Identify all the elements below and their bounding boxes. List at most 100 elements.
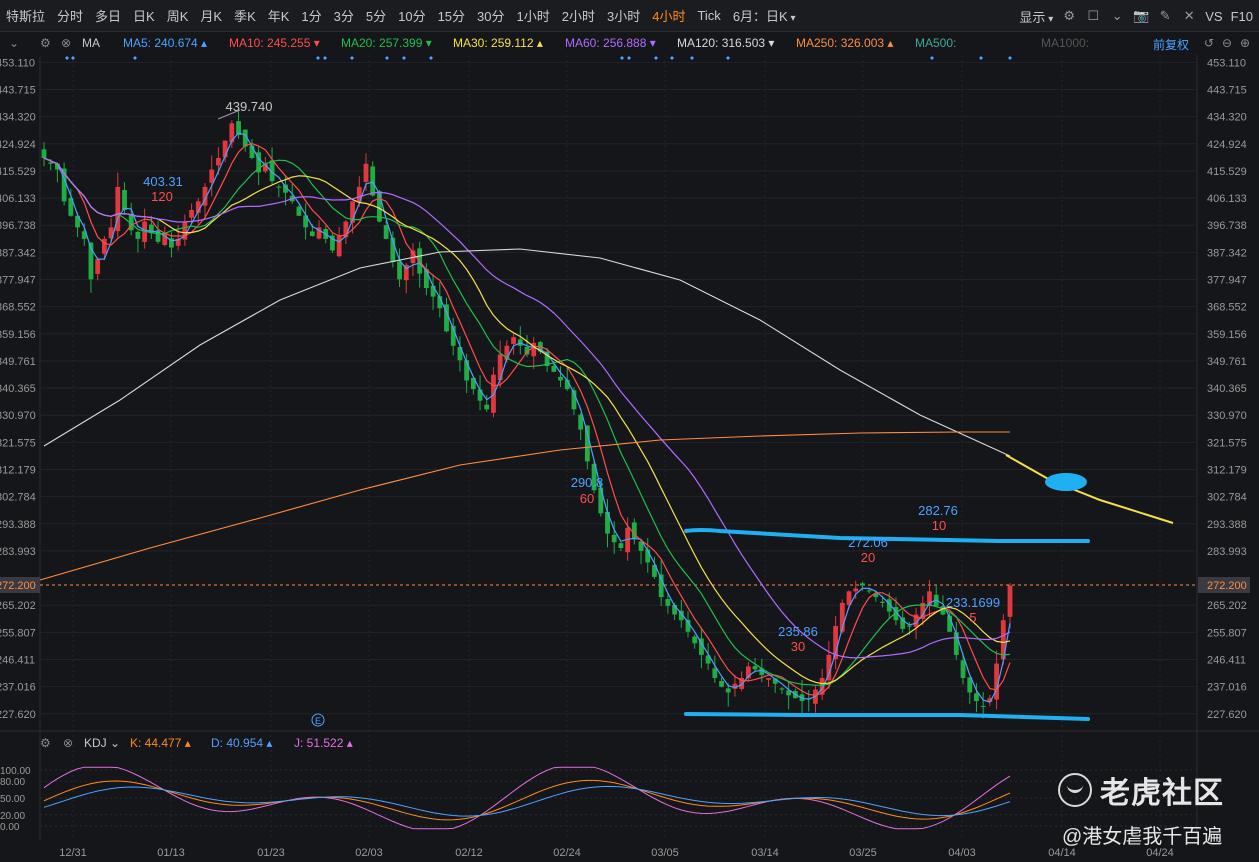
ma120-line (43, 248, 1011, 457)
candle-body (276, 186, 282, 188)
candle-body (309, 231, 315, 236)
candle-body (712, 668, 718, 678)
candle-body (551, 365, 557, 372)
annotation-label: 5 (969, 610, 976, 625)
candle-body (524, 346, 530, 355)
camera-icon[interactable]: 📷 (1133, 8, 1150, 23)
candle-body (316, 227, 322, 239)
stock-name-button[interactable]: 特斯拉 (6, 9, 46, 24)
period-tab-16[interactable]: 4小时 (652, 9, 686, 24)
price-tick-label: 340.365 (1207, 383, 1247, 395)
date-tick-label: 03/05 (651, 847, 679, 859)
kdj-indicator-select[interactable]: KDJ ⌄ (84, 736, 121, 750)
annotation-label: 439.740 (226, 99, 273, 114)
vs-compare-button[interactable]: VS (1205, 8, 1223, 24)
candle-body (652, 565, 657, 577)
period-tab-9[interactable]: 5分 (365, 9, 387, 24)
price-tick-label-left: 387.342 (0, 247, 36, 259)
candle-body (739, 678, 745, 689)
price-tick-label: 265.202 (1207, 600, 1247, 612)
chevron-down-icon: ▾ (787, 13, 796, 24)
signal-diamond-icon (402, 56, 406, 60)
price-tick-label: 302.784 (1207, 492, 1247, 504)
ma-close-icon[interactable]: ⊗ (61, 36, 72, 50)
period-tab-2[interactable]: 日K (133, 9, 155, 24)
current-price-tag-right (1198, 576, 1250, 593)
candle-body (766, 678, 771, 680)
price-tick-label: 349.761 (1207, 356, 1247, 368)
watermark-user: @港女虐我千百遍 (1062, 826, 1223, 848)
candle-body (135, 231, 141, 239)
candle-body (336, 236, 342, 257)
price-tick-label-left: 312.179 (0, 464, 36, 476)
f10-button[interactable]: F10 (1230, 8, 1253, 24)
kdj-close-icon[interactable]: ⊗ (63, 736, 74, 750)
period-tab-12[interactable]: 30分 (477, 9, 505, 24)
date-tick-label: 04/03 (948, 847, 976, 859)
ma-legend-row: ⌄ ⚙ ⊗ MA MA5: 240.674 ▴ MA10: 245.255 ▾ MA20: … (0, 33, 1259, 53)
period-tab-4[interactable]: 月K (200, 9, 223, 24)
adjust-mode-button[interactable]: 前复权 (1153, 38, 1190, 52)
period-tab-5[interactable]: 季K (234, 9, 256, 24)
collapse-chevron-icon[interactable]: ⌄ (9, 36, 20, 50)
zoom-out-icon[interactable]: ⊖ (1222, 36, 1233, 50)
period-tab-10[interactable]: 10分 (398, 9, 426, 24)
period-tab-1[interactable]: 多日 (95, 9, 122, 24)
period-tab-3[interactable]: 周K (166, 9, 189, 24)
period-tab-17[interactable]: Tick (697, 8, 721, 23)
price-tick-label: 283.993 (1207, 546, 1247, 558)
layout-box-icon[interactable]: ☐ (1087, 8, 1100, 23)
period-tab-15[interactable]: 3小时 (606, 9, 641, 24)
annotation-label: 403.31 (143, 174, 183, 189)
period-tab-6[interactable]: 年K (267, 9, 290, 24)
price-tick-label: 293.388 (1207, 519, 1247, 531)
candle-body (423, 269, 429, 288)
candle-body (222, 140, 228, 158)
candle-body (175, 238, 181, 246)
price-tick-label: 415.529 (1207, 166, 1247, 178)
ma-legend-item-ma500: MA500: (915, 36, 957, 50)
display-menu-button[interactable]: 显示 ▾ (1019, 9, 1054, 25)
draw-pen-icon[interactable]: ✎ (1159, 8, 1171, 23)
candle-body (283, 184, 288, 193)
period-tab-11[interactable]: 15分 (437, 9, 466, 24)
price-tick-label-left: 368.552 (0, 302, 36, 314)
reset-icon[interactable]: ↺ (1204, 36, 1215, 50)
settings-gear-icon[interactable]: ⚙ (1063, 8, 1076, 23)
period-tab-7[interactable]: 1分 (301, 9, 322, 24)
ma-settings-icon[interactable]: ⚙ (40, 36, 51, 50)
candle-body (148, 224, 154, 234)
price-tick-label-left: 265.202 (0, 600, 36, 612)
cross-tool-icon[interactable]: ✕ (1183, 8, 1195, 23)
candle-body (759, 668, 765, 676)
candle-body (893, 607, 899, 621)
price-tick-label: 368.552 (1207, 302, 1247, 314)
candle-body (678, 610, 684, 621)
price-tick-label-left: 321.575 (0, 437, 36, 449)
period-tab-13[interactable]: 1小时 (516, 9, 550, 24)
price-tick-label: 330.970 (1207, 410, 1247, 422)
annotation-leader (217, 109, 241, 120)
period-tab-18[interactable]: 6月：日K ▾ (732, 9, 796, 24)
candle-body (363, 163, 369, 182)
candle-body (155, 230, 161, 242)
ma-legend-item-ma60: MA60: 256.888 ▾ (565, 36, 656, 50)
kdj-settings-icon[interactable]: ⚙ (40, 736, 51, 750)
candle-body (444, 304, 449, 332)
candle-body (101, 238, 107, 254)
layout-dropdown-icon[interactable]: ⌄ (1111, 8, 1123, 23)
candle-body (558, 376, 563, 381)
candle-body (497, 354, 503, 381)
date-tick-label: 04/14 (1048, 847, 1076, 859)
period-tab-8[interactable]: 3分 (333, 9, 354, 24)
price-tick-label-left: 340.365 (0, 383, 36, 395)
annotation-label: 10 (932, 518, 946, 533)
ma-indicator-label[interactable]: MA (82, 36, 100, 50)
price-tick-label-left: 302.784 (0, 492, 36, 504)
candle-body (531, 342, 537, 357)
period-tab-0[interactable]: 分时 (57, 9, 84, 24)
zoom-in-icon[interactable]: ⊕ (1240, 36, 1251, 50)
period-tab-14[interactable]: 2小时 (561, 9, 595, 24)
candle-body (839, 602, 845, 632)
